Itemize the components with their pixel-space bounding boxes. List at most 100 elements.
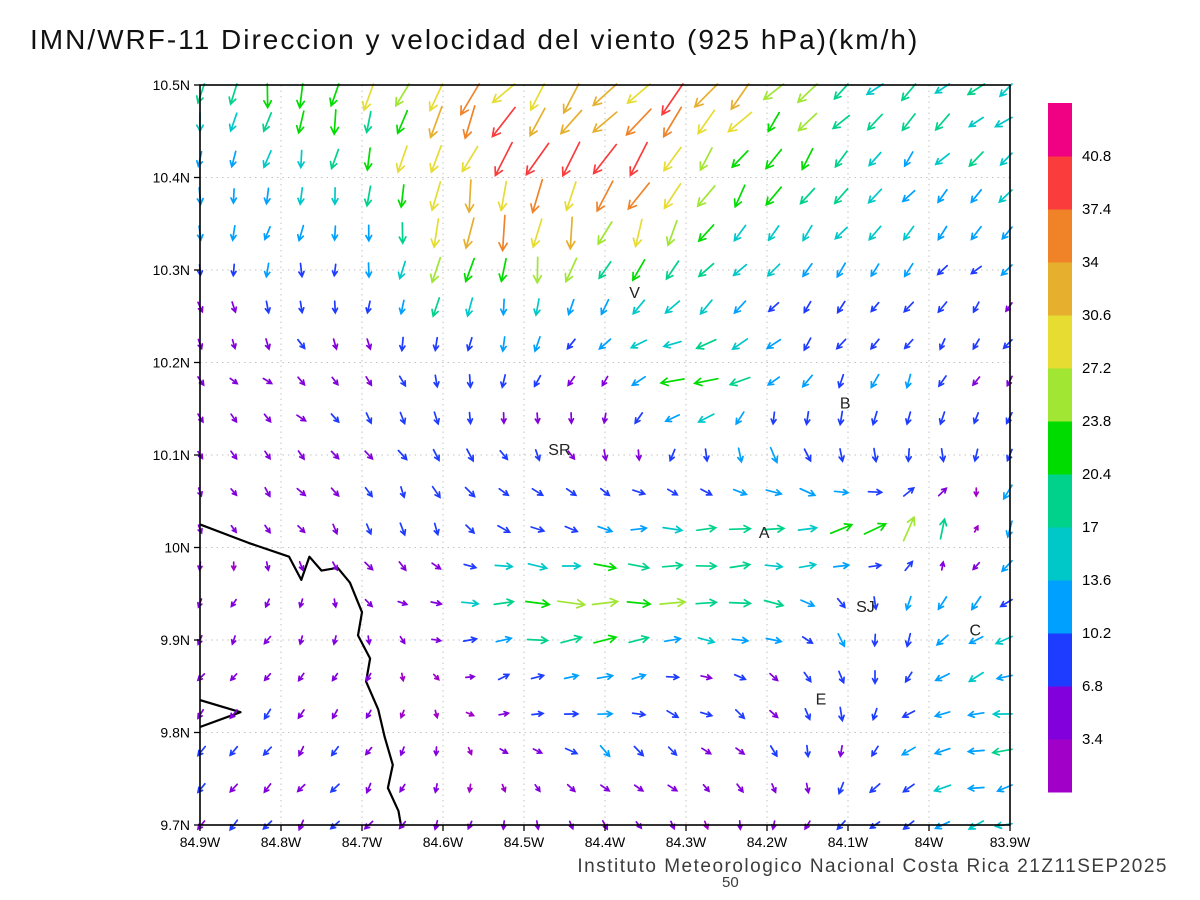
wind-arrow	[563, 710, 580, 718]
wind-arrow	[494, 141, 513, 177]
wind-arrow	[633, 745, 645, 757]
wind-arrow	[529, 107, 546, 138]
wind-arrow	[297, 187, 305, 206]
wind-arrow	[833, 187, 849, 205]
wind-arrow	[770, 411, 777, 426]
colorbar-label: 23.8	[1082, 413, 1111, 430]
wind-arrow	[228, 83, 238, 106]
wind-arrow	[462, 105, 476, 140]
wind-arrow	[727, 111, 753, 133]
wind-arrow	[262, 377, 274, 385]
wind-arrow	[531, 487, 545, 497]
wind-arrow	[904, 595, 912, 612]
wind-arrow	[667, 746, 678, 757]
wind-arrow	[834, 150, 848, 169]
wind-arrow	[799, 487, 817, 497]
wind-arrow	[935, 634, 949, 646]
wind-arrow	[971, 376, 981, 387]
wind-arrow	[804, 707, 812, 721]
wind-arrow	[902, 515, 916, 542]
wind-arrow	[429, 181, 442, 212]
wind-arrow	[732, 263, 748, 277]
wind-arrow	[296, 487, 307, 497]
wind-arrow	[329, 783, 340, 794]
wind-arrow	[662, 525, 684, 534]
wind-arrow	[467, 746, 473, 756]
wind-arrow	[462, 636, 479, 644]
wind-arrow	[871, 669, 879, 685]
wind-arrow	[365, 224, 373, 243]
wind-arrow	[592, 143, 618, 175]
wind-arrow	[868, 225, 882, 242]
wind-arrow	[498, 257, 508, 284]
wind-arrow	[766, 376, 781, 386]
wind-arrow	[564, 181, 577, 212]
wind-arrow	[836, 300, 846, 315]
frame-number-label: 50	[722, 874, 739, 891]
wind-arrow	[493, 598, 516, 607]
wind-arrow	[466, 336, 473, 352]
wind-arrow	[598, 338, 612, 350]
wind-arrow	[398, 375, 407, 388]
wind-arrow	[564, 747, 579, 755]
x-tick-label: 84.5W	[504, 834, 545, 850]
wind-arrow	[365, 523, 373, 536]
x-tick-label: 84.6W	[423, 834, 464, 850]
wind-arrow	[491, 83, 516, 104]
wind-arrow	[365, 709, 372, 720]
wind-arrow	[699, 711, 714, 718]
wind-arrow	[298, 598, 304, 609]
wind-arrow	[464, 486, 476, 498]
wind-arrow	[797, 524, 819, 533]
wind-arrow	[229, 709, 238, 720]
wind-arrow	[863, 522, 888, 535]
wind-arrow	[230, 413, 238, 424]
wind-arrow	[466, 373, 474, 389]
wind-arrow	[968, 151, 984, 168]
wind-arrow	[901, 113, 916, 132]
wind-arrow	[363, 147, 373, 172]
wind-arrow	[298, 560, 305, 572]
wind-arrow	[871, 707, 878, 722]
wind-arrow	[230, 598, 237, 608]
wind-arrow	[297, 338, 306, 350]
wind-arrow	[733, 673, 747, 681]
wind-arrow	[697, 109, 716, 135]
wind-arrow	[229, 377, 239, 385]
wind-arrow	[838, 706, 845, 723]
colorbar-segment	[1048, 262, 1072, 316]
wind-arrow	[500, 374, 507, 389]
wind-arrow	[230, 561, 237, 572]
wind-arrow	[556, 598, 587, 609]
wind-arrow	[600, 784, 611, 792]
wind-arrow	[904, 671, 913, 684]
wind-arrow	[397, 600, 409, 607]
wind-arrow	[429, 145, 442, 174]
wind-arrow	[433, 709, 440, 720]
wind-arrow	[398, 561, 407, 572]
wind-arrow	[900, 746, 916, 756]
wind-arrow	[903, 262, 914, 278]
wind-arrow	[524, 599, 551, 609]
wind-arrow	[829, 523, 854, 535]
x-tick-label: 83.9W	[990, 834, 1031, 850]
wind-arrow	[764, 148, 783, 170]
y-tick-label: 10.4N	[153, 170, 190, 186]
wind-arrow	[394, 83, 410, 108]
wind-arrow	[562, 83, 580, 115]
wind-arrow	[834, 226, 848, 240]
colorbar-segment	[1048, 527, 1072, 581]
wind-arrow	[972, 338, 980, 351]
wind-arrow	[561, 141, 581, 178]
wind-arrow	[769, 446, 779, 464]
y-tick-label: 9.8N	[160, 725, 190, 741]
wind-arrow	[498, 214, 508, 253]
wind-arrow	[463, 563, 478, 570]
colorbar-label: 17	[1082, 519, 1099, 536]
wind-arrow	[501, 783, 507, 794]
institute-caption: Instituto Meteorologico Nacional Costa R…	[577, 856, 1168, 877]
wind-arrow	[663, 183, 682, 210]
wind-arrow	[801, 636, 814, 645]
wind-arrow	[396, 109, 409, 135]
wind-arrow	[666, 488, 679, 496]
